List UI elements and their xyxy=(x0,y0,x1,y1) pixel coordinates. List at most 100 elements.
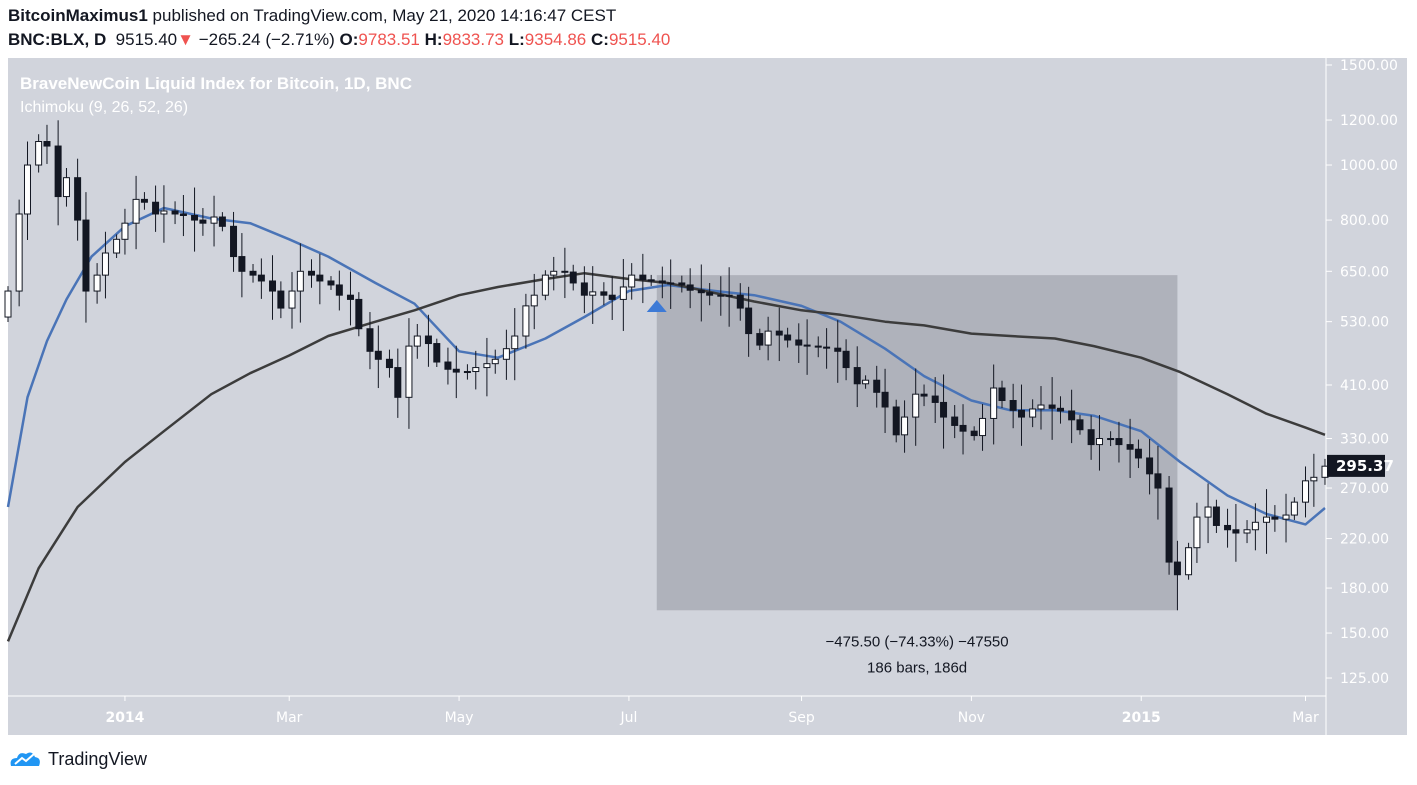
candle-body xyxy=(725,294,733,297)
candle xyxy=(1232,504,1240,562)
candle-body xyxy=(795,339,803,346)
candle xyxy=(413,323,421,359)
last-price-label: 295.37 xyxy=(1327,454,1394,477)
candle xyxy=(561,247,569,299)
candle-body xyxy=(374,350,382,360)
candle-body xyxy=(920,393,928,397)
candle-body xyxy=(628,274,636,288)
candle xyxy=(74,158,82,241)
candle xyxy=(686,268,694,309)
candle xyxy=(639,253,647,304)
candle xyxy=(23,141,31,240)
candle xyxy=(160,185,168,243)
candle-body xyxy=(121,222,129,240)
candle-body xyxy=(600,291,608,296)
candle-body xyxy=(686,284,694,291)
candle xyxy=(784,327,792,348)
open-label: O: xyxy=(339,30,359,49)
indicator-label[interactable]: Ichimoku (9, 26, 52, 26) xyxy=(20,99,188,116)
high-value: 9833.73 xyxy=(442,30,505,49)
candle-body xyxy=(1154,473,1162,489)
candle xyxy=(424,314,432,367)
candle-body xyxy=(452,368,460,373)
candle xyxy=(756,328,764,351)
candle xyxy=(1282,493,1290,543)
candle xyxy=(502,329,510,380)
triangle-down-icon: ▼ xyxy=(177,30,194,49)
candle xyxy=(316,253,324,305)
candle xyxy=(725,267,733,327)
candle xyxy=(101,231,109,299)
candle-body xyxy=(491,358,499,365)
candle xyxy=(647,274,655,286)
open-value: 9783.51 xyxy=(358,30,420,49)
candle xyxy=(54,120,62,226)
candle xyxy=(249,264,257,283)
candle xyxy=(62,168,70,207)
candle xyxy=(374,325,382,389)
candle xyxy=(288,272,296,329)
candle-body xyxy=(580,282,588,296)
candle-body xyxy=(1009,400,1017,411)
candle xyxy=(1185,542,1193,580)
candle xyxy=(1146,438,1154,495)
candle xyxy=(405,318,413,429)
candle xyxy=(1107,431,1115,447)
candle-body xyxy=(550,270,558,276)
candle-body xyxy=(1126,444,1134,450)
candle-body xyxy=(335,284,343,296)
candle-body xyxy=(1232,529,1240,534)
candle xyxy=(1056,396,1064,424)
candle-body xyxy=(667,282,675,285)
candle xyxy=(1263,489,1271,554)
low-label: L: xyxy=(508,30,525,49)
price-tick-label: 1200.00 xyxy=(1340,113,1398,129)
candle-body xyxy=(394,367,402,398)
candle-body xyxy=(764,330,772,346)
price-tick-label: 180.00 xyxy=(1340,581,1389,597)
tradingview-footer[interactable]: TradingView xyxy=(8,748,147,770)
candle-body xyxy=(1056,407,1064,412)
candle-body xyxy=(82,219,90,292)
candle-body xyxy=(892,406,900,436)
candle xyxy=(775,307,783,362)
candle xyxy=(1193,502,1201,563)
candle-body xyxy=(424,335,432,345)
candle xyxy=(569,264,577,291)
candle-body xyxy=(970,430,978,437)
candle-body xyxy=(990,387,998,419)
candle xyxy=(530,273,538,330)
candle-body xyxy=(472,367,480,373)
candle xyxy=(171,201,179,225)
candle-body xyxy=(678,282,686,286)
candle-body xyxy=(316,274,324,282)
candle xyxy=(1154,445,1162,520)
candle-body xyxy=(658,280,666,284)
candle xyxy=(803,319,811,375)
time-tick-label: Mar xyxy=(1292,710,1319,726)
author-name[interactable]: BitcoinMaximus1 xyxy=(8,6,148,25)
candle-body xyxy=(483,363,491,369)
symbol: BNC:BLX, D xyxy=(8,30,107,49)
candle xyxy=(1243,520,1251,544)
candle-body xyxy=(1165,487,1173,563)
price-tick-label: 800.00 xyxy=(1340,213,1389,229)
time-tick-label: 2014 xyxy=(105,710,144,726)
candle-body xyxy=(1068,410,1076,421)
candle-body xyxy=(1095,438,1103,446)
candle-body xyxy=(1146,457,1154,475)
candle-body xyxy=(834,347,842,352)
candle xyxy=(93,263,101,304)
candle-body xyxy=(639,274,647,281)
close-label: C: xyxy=(590,30,609,49)
candle xyxy=(658,266,666,299)
candle xyxy=(706,283,714,306)
candle xyxy=(951,405,959,439)
candle-body xyxy=(784,334,792,341)
candle-body xyxy=(862,379,870,385)
candle xyxy=(842,339,850,381)
candle xyxy=(35,134,43,173)
candle xyxy=(472,350,480,390)
chart-title: BraveNewCoin Liquid Index for Bitcoin, 1… xyxy=(20,74,412,93)
